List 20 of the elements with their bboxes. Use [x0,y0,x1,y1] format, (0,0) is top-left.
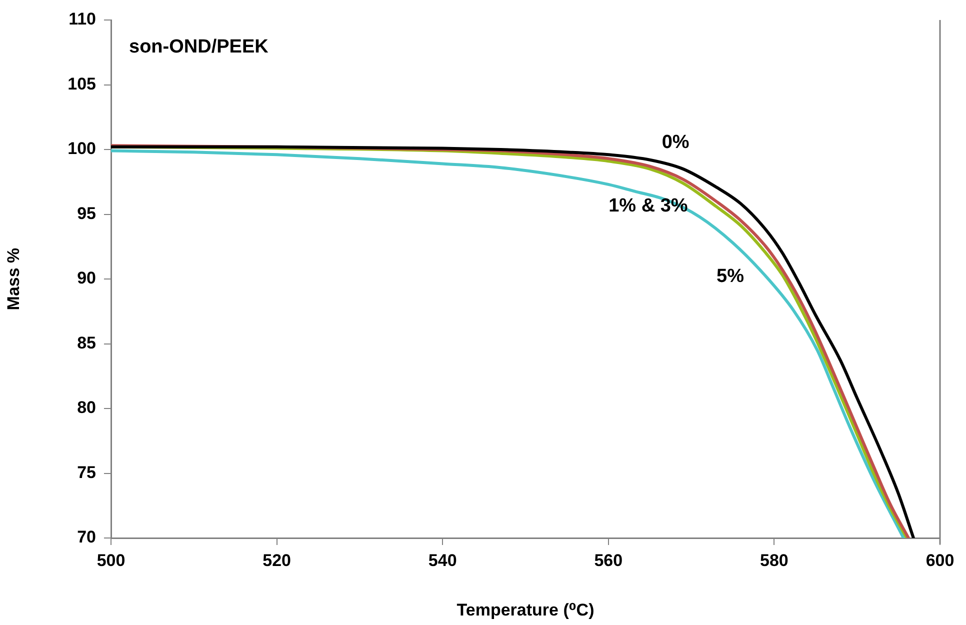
y-tick-label: 70 [77,528,96,547]
text: son-OND/PEEK [129,36,269,58]
y-tick-label: 95 [77,204,96,223]
y-tick-label: 90 [77,268,96,288]
x-tick-label: 540 [428,550,457,570]
x-tick-label: 600 [926,550,954,570]
y-tick-label: 85 [77,333,96,352]
y-tick-label: 110 [68,10,96,29]
x-axis-title: Temperature (⁰C) [456,600,594,620]
annotation: 0% [662,132,690,153]
y-tick-label: 100 [68,139,96,158]
x-tick-label: 580 [760,550,788,570]
x-tick-label: 520 [262,550,291,570]
y-axis-title: Mass % [4,248,23,310]
x-tick-label: 500 [96,550,126,570]
y-tick-label: 105 [68,74,96,94]
x-tick-label: 560 [594,550,623,570]
y-tick-label: 80 [77,398,96,418]
y-tick-label: 75 [77,462,96,482]
annotation: 5% [716,266,744,288]
